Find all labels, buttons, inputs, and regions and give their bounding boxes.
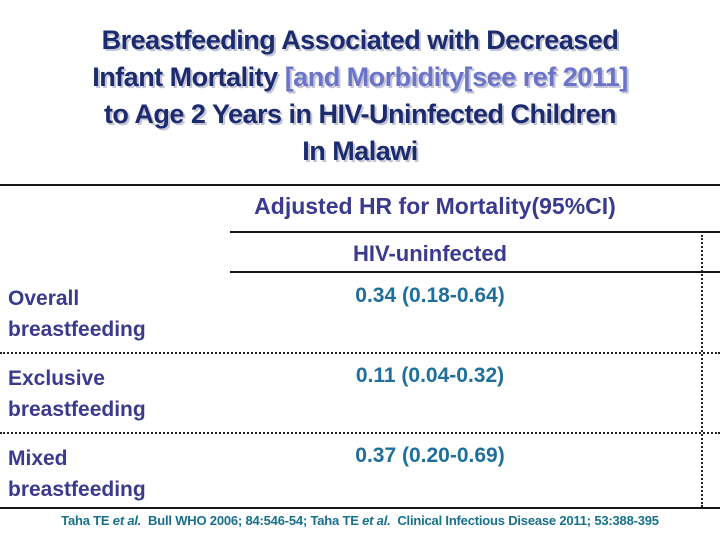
title-line-1: Breastfeeding Associated with Decreased (101, 25, 619, 55)
divider-dotted-row2 (0, 432, 720, 434)
slide-title: Breastfeeding Associated with Decreased … (0, 22, 720, 170)
table-row-value: 0.11 (0.04-0.32) (355, 364, 505, 387)
citation-segment: Taha TE (61, 513, 113, 528)
citation-segment: Clinical Infectious Disease 2011; 53:388… (390, 513, 659, 528)
table-row-label: Overall breastfeeding (8, 287, 146, 341)
title-line-2-main: Infant Mortality (92, 62, 285, 92)
table-column-header: Adjusted HR for Mortality(95%CI) (254, 193, 616, 219)
title-line-2-accent: [and Morbidity[see ref 2011] (284, 62, 629, 92)
table-column-subheader: HIV-uninfected (352, 241, 507, 266)
title-line-3: to Age 2 Years in HIV-Uninfected Childre… (103, 99, 617, 129)
citation-footer: Taha TE et al. Bull WHO 2006; 84:546-54;… (0, 513, 720, 528)
divider-under-subheader (230, 271, 720, 273)
citation-segment: Bull WHO 2006; 84:546-54; Taha TE (141, 513, 363, 528)
title-line-4: In Malawi (302, 136, 418, 166)
divider-top (0, 184, 720, 186)
divider-bottom (0, 507, 720, 509)
table-row-value: 0.34 (0.18-0.64) (355, 284, 505, 307)
citation-segment-italic: et al. (112, 513, 142, 528)
table-row-label: Mixed breastfeeding (8, 447, 146, 501)
divider-dotted-vertical (701, 235, 703, 507)
table-row-value: 0.37 (0.20-0.69) (355, 444, 505, 467)
divider-dotted-row1 (0, 352, 720, 354)
table-row-label: Exclusive breastfeeding (8, 367, 146, 421)
title-line-2: Infant Mortality [and Morbidity[see ref … (0, 59, 720, 96)
divider-under-header (230, 231, 720, 233)
citation-segment-italic: et al. (362, 513, 391, 528)
